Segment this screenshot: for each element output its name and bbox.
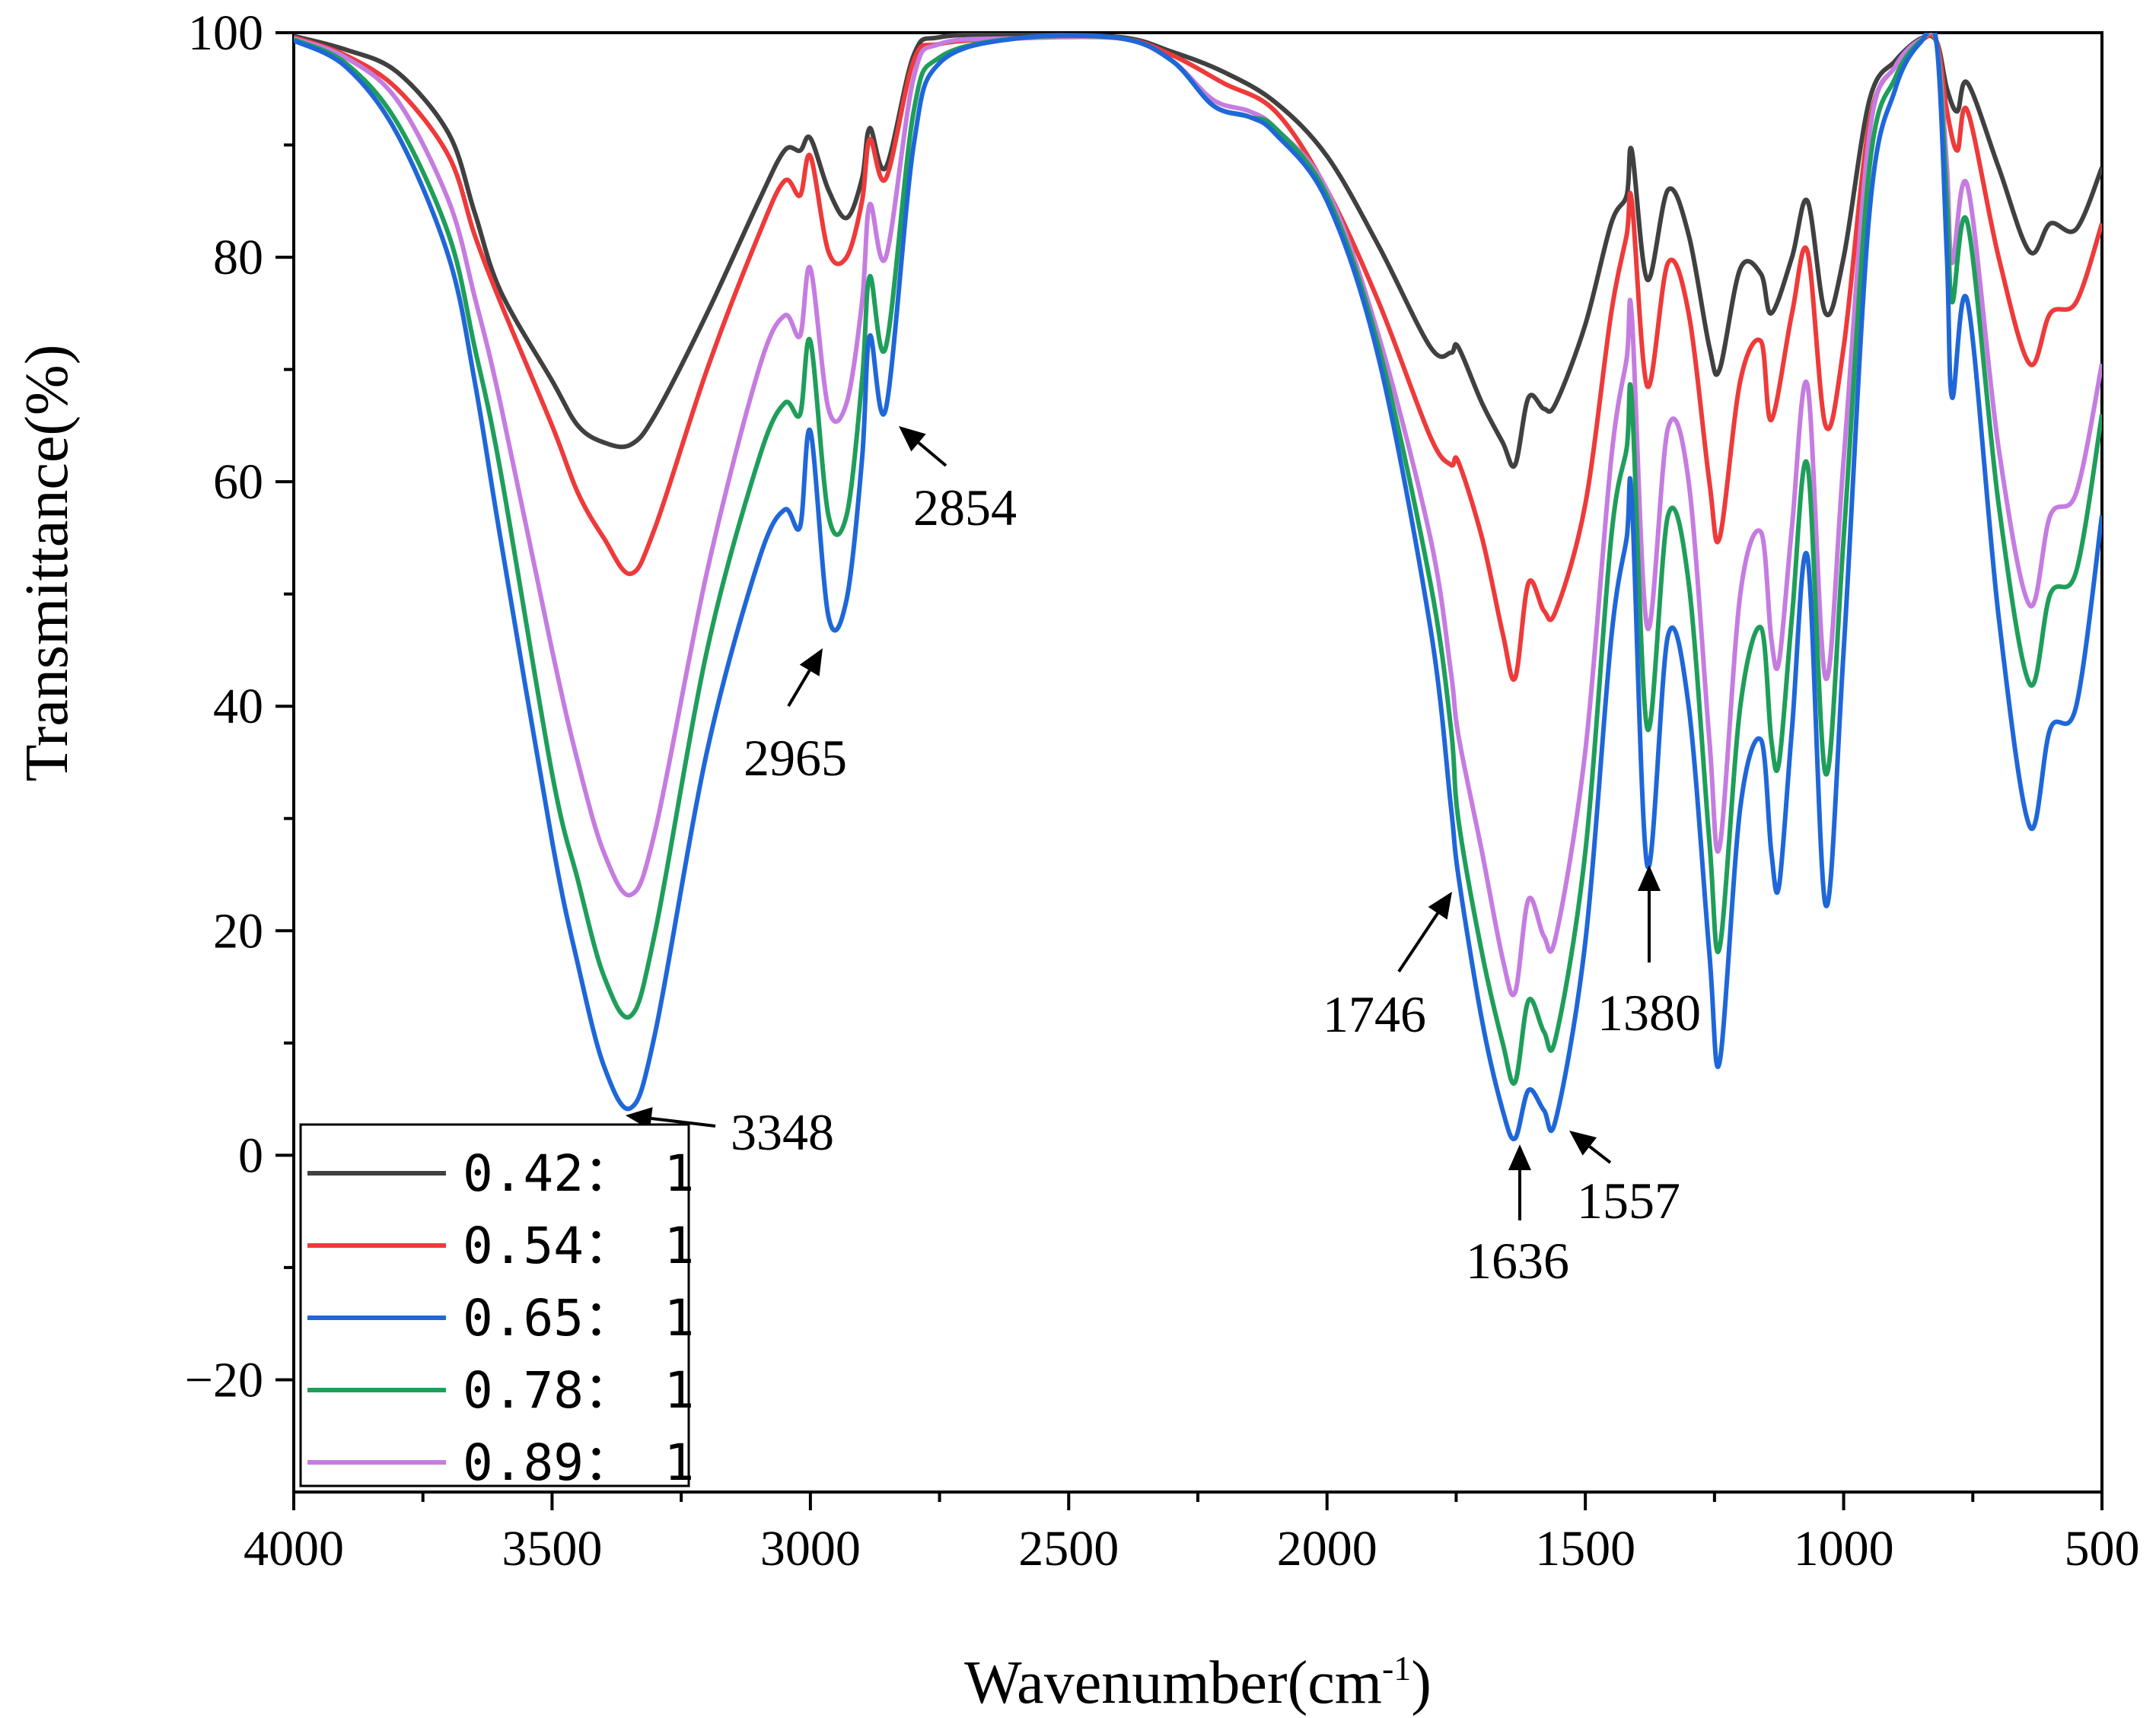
annotation-arrow-head — [899, 426, 926, 452]
peak-annotation-1557: 1557 — [1577, 1172, 1680, 1230]
x-tick-label: 1500 — [1535, 1521, 1635, 1576]
series-line-5 — [294, 33, 2102, 997]
series-group — [294, 33, 2102, 1142]
axis-ticks: 4000 3500 3000 2500 2000 1500 1000 500 100 80 60 40… — [185, 5, 2140, 1576]
x-axis-title-close: ) — [1411, 1650, 1431, 1716]
y-tick-label: 20 — [213, 903, 263, 959]
legend: 0.42： 1 0.54： 1 0.65： 1 0.78： 1 0.89： 1 — [299, 1123, 694, 1492]
peak-annotation-2965: 2965 — [744, 729, 847, 787]
legend-label: 0.78： 1 — [463, 1361, 694, 1420]
annotation-arrow-shaft — [1397, 912, 1439, 973]
annotation-arrow-shaft — [1588, 1145, 1612, 1164]
legend-items: 0.42： 1 0.54： 1 0.65： 1 0.78： 1 0.89： 1 — [307, 1144, 694, 1492]
x-tick-label: 4000 — [244, 1521, 344, 1576]
legend-label: 0.65： 1 — [463, 1289, 694, 1347]
peak-annotation-1380: 1380 — [1597, 984, 1701, 1042]
x-axis-title-main: Wavenumber(cm — [964, 1650, 1382, 1716]
series-line-2 — [294, 33, 2102, 682]
x-tick-label: 2500 — [1018, 1521, 1119, 1576]
annotation-arrow-head — [1508, 1144, 1531, 1170]
y-tick-label: 100 — [188, 5, 263, 61]
x-tick-label: 1000 — [1794, 1521, 1894, 1576]
peak-annotation-1746: 1746 — [1323, 985, 1426, 1043]
x-axis-title: Wavenumber(cm-1) — [964, 1649, 1431, 1716]
series-line-4 — [294, 33, 2102, 1086]
x-tick-label: 3000 — [760, 1521, 861, 1576]
x-tick-label: 2000 — [1277, 1521, 1377, 1576]
annotation-arrow-shaft — [787, 670, 811, 708]
y-tick-label: 80 — [213, 230, 263, 285]
series-line-3 — [294, 33, 2102, 1142]
peak-annotation-2854: 2854 — [913, 479, 1017, 536]
peak-annotation-1636: 1636 — [1466, 1232, 1569, 1290]
y-tick-label: 40 — [213, 679, 263, 734]
legend-label: 0.42： 1 — [463, 1144, 694, 1203]
annotation-arrow-head — [1428, 892, 1452, 920]
y-tick-label: 0 — [238, 1128, 263, 1183]
series-line-1 — [294, 33, 2102, 469]
y-tick-label: 60 — [213, 454, 263, 510]
x-tick-label: 500 — [2065, 1521, 2140, 1576]
x-tick-label: 3500 — [502, 1521, 602, 1576]
annotation-arrow-head — [1638, 865, 1661, 891]
peak-annotation-3348: 3348 — [731, 1103, 834, 1161]
annotation-arrow-shaft — [917, 441, 947, 467]
x-axis-title-sup: -1 — [1382, 1649, 1411, 1688]
annotation-arrow-head — [799, 648, 823, 676]
legend-label: 0.89： 1 — [463, 1433, 694, 1492]
y-axis-title: Transmittance(%) — [14, 345, 81, 782]
legend-label: 0.54： 1 — [463, 1217, 694, 1275]
annotation-arrow-shaft — [651, 1117, 716, 1128]
y-tick-label: −20 — [185, 1352, 263, 1408]
legend-box — [299, 1123, 690, 1487]
annotation-arrow-head — [1569, 1131, 1597, 1156]
